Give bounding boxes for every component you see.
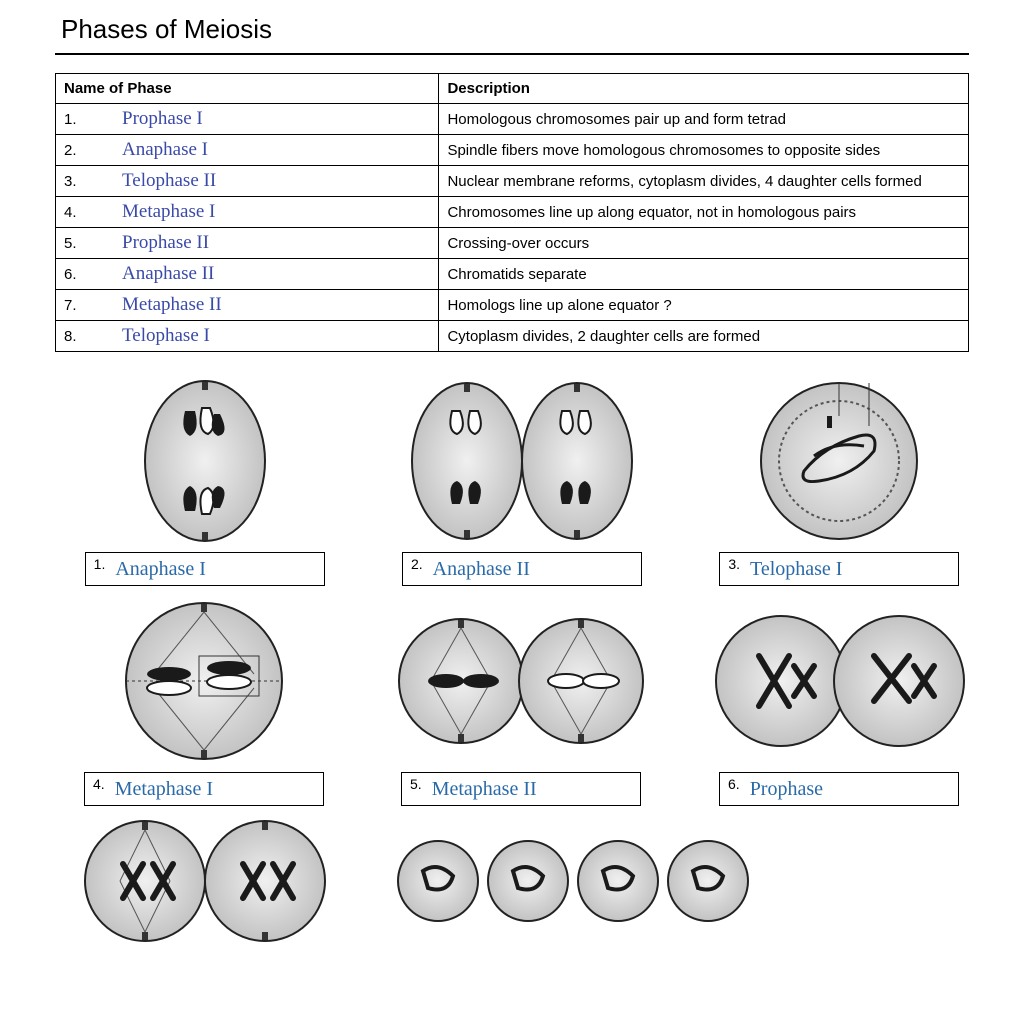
diagram-8 <box>393 816 753 946</box>
cell-phase: 7. Metaphase II <box>56 290 439 321</box>
table-row: 5. Prophase II Crossing-over occurs <box>56 228 969 259</box>
phase-name: Telophase II <box>122 170 216 191</box>
diagram-5: 5. Metaphase II <box>391 596 651 806</box>
row-num: 2. <box>64 142 92 159</box>
answer-text: Prophase <box>750 778 823 801</box>
title-rule <box>55 53 969 55</box>
row-num: 1. <box>64 111 92 128</box>
diagram-4: 4. Metaphase I <box>75 596 333 806</box>
table-row: 7. Metaphase II Homologs line up alone equ… <box>56 290 969 321</box>
phase-name: Metaphase II <box>122 294 222 315</box>
diagram-1: 1. Anaphase I <box>75 376 334 586</box>
cell-desc: Crossing-over occurs <box>439 228 969 259</box>
cell-desc: Nuclear membrane reforms, cytoplasm divi… <box>439 166 969 197</box>
answer-text: Anaphase II <box>433 558 530 581</box>
row-num: 5. <box>64 235 92 252</box>
cell-desc: Homologous chromosomes pair up and form … <box>439 104 969 135</box>
phase-name: Anaphase I <box>122 139 208 160</box>
cell-phase: 4. Metaphase I <box>56 197 439 228</box>
page-title: Phases of Meiosis <box>61 14 969 45</box>
phase-name: Anaphase II <box>122 263 214 284</box>
cell-desc: Homologs line up alone equator ? <box>439 290 969 321</box>
table-row: 1. Prophase I Homologous chromosomes pair … <box>56 104 969 135</box>
table-row: 4. Metaphase I Chromosomes line up along e… <box>56 197 969 228</box>
th-phase: Name of Phase <box>56 74 439 104</box>
phase-name: Prophase II <box>122 232 209 253</box>
cell-desc: Spindle fibers move homologous chromosom… <box>439 135 969 166</box>
phase-name: Telophase I <box>122 325 210 346</box>
row-num: 8. <box>64 328 92 345</box>
cell-phase: 8. Telophase I <box>56 321 439 352</box>
answer-num: 5. <box>410 773 422 792</box>
row-num: 4. <box>64 204 92 221</box>
table-row: 8. Telophase I Cytoplasm divides, 2 daught… <box>56 321 969 352</box>
answer-text: Metaphase I <box>115 778 213 801</box>
answer-num: 6. <box>728 773 740 792</box>
th-desc: Description <box>439 74 969 104</box>
answer-box-2: 2. Anaphase II <box>402 552 642 586</box>
cell-phase: 6. Anaphase II <box>56 259 439 290</box>
phase-table: Name of Phase Description 1. Prophase I Ho… <box>55 73 969 352</box>
answer-box-5: 5. Metaphase II <box>401 772 641 806</box>
cell-phase: 5. Prophase II <box>56 228 439 259</box>
row-num: 6. <box>64 266 92 283</box>
answer-text: Telophase I <box>750 558 842 581</box>
cell-desc: Chromosomes line up along equator, not i… <box>439 197 969 228</box>
diagram-6: 6. Prophase <box>709 596 969 806</box>
answer-num: 3. <box>728 553 740 572</box>
answer-box-4: 4. Metaphase I <box>84 772 324 806</box>
cell-desc: Chromatids separate <box>439 259 969 290</box>
diagram-2: 2. Anaphase II <box>392 376 651 586</box>
row-num: 3. <box>64 173 92 190</box>
cell-phase: 1. Prophase I <box>56 104 439 135</box>
table-row: 6. Anaphase II Chromatids separate <box>56 259 969 290</box>
diagram-3: 3. Telophase I <box>710 376 969 586</box>
answer-num: 1. <box>94 553 106 572</box>
answer-box-3: 3. Telophase I <box>719 552 959 586</box>
answer-text: Metaphase II <box>432 778 537 801</box>
answer-box-1: 1. Anaphase I <box>85 552 325 586</box>
diagram-area: 1. Anaphase I <box>55 376 969 946</box>
table-row: 2. Anaphase I Spindle fibers move homologo… <box>56 135 969 166</box>
answer-text: Anaphase I <box>115 558 206 581</box>
answer-num: 4. <box>93 773 105 792</box>
row-num: 7. <box>64 297 92 314</box>
answer-num: 2. <box>411 553 423 572</box>
diagram-7 <box>75 816 335 946</box>
cell-phase: 3. Telophase II <box>56 166 439 197</box>
phase-name: Metaphase I <box>122 201 215 222</box>
phase-name: Prophase I <box>122 108 203 129</box>
cell-desc: Cytoplasm divides, 2 daughter cells are … <box>439 321 969 352</box>
answer-box-6: 6. Prophase <box>719 772 959 806</box>
table-row: 3. Telophase II Nuclear membrane reforms, … <box>56 166 969 197</box>
cell-phase: 2. Anaphase I <box>56 135 439 166</box>
